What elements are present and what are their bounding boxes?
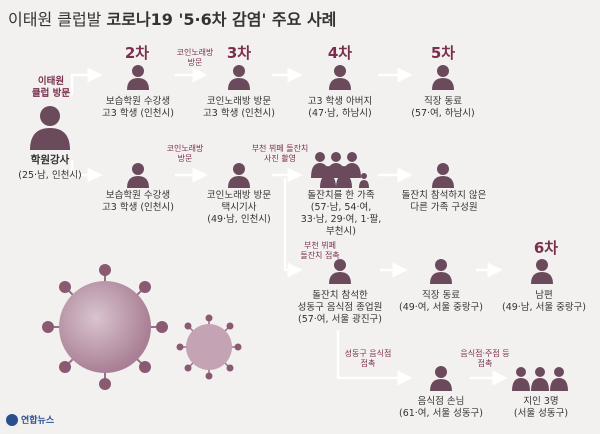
arrow-label-bar: 음식점·주점 등 접촉 [450,349,520,369]
arrow-label-line: 방문 [187,58,203,67]
stage-2-label: 2차 [124,44,150,62]
row1-person4-label: 직장 동료 (57·여, 하남시) [398,96,488,120]
origin-line: 이태원 [37,76,65,87]
label-line: 고3 학생 (인천시) [102,108,174,119]
arrow-label-line: 돌잔치 접촉 [300,251,340,260]
label-line: 남편 [535,290,553,301]
stage-5-label: 5차 [430,44,456,62]
label-line: (서울 성동구) [513,408,569,419]
person-icon [228,65,250,90]
arrow-label-line: 접촉 [477,359,493,368]
person-icon [228,163,250,188]
arrow-label-line: 코인노래방 [166,144,204,153]
arrow-label-line: 음식점·주점 등 [460,349,510,358]
person-icon [432,65,454,90]
label-line: 돌잔치를 한 가족 [307,190,375,201]
person-icon [432,163,454,188]
row2-person3-label: 돌잔치를 한 가족 (57·남, 54·여, 33·남, 29·여, 1·팔, … [296,190,386,238]
label-line: 택시기사 [221,202,257,213]
label-line: 보습학원 수강생 [105,96,171,107]
arrow-label-karaoke-2: 코인노래방 방문 [160,144,210,164]
label-line: (49·남, 서울 중랑구) [501,302,587,313]
person-icon [430,259,452,284]
label-line: 코인노래방 방문 [206,96,272,107]
logo-text: 연합뉴스 [21,416,55,426]
label-line: 고3 학생 아버지 [307,96,373,107]
arrow-label-karaoke-1: 코인노래방 방문 [170,48,220,68]
arrow-label-line: 부천 뷔페 [304,241,336,250]
arrow-label-line: 부천 뷔페 돌잔치 [251,144,309,153]
label-line: (47·남, 하남시) [308,108,372,119]
arrow-label-party-photo: 부천 뷔페 돌잔치 사진 촬영 [245,144,315,164]
label-line: 보습학원 수강생 [105,190,171,201]
label-line: 돌잔치 참석하지 않은 [401,190,487,201]
row2-person4-label: 돌잔치 참석하지 않은 다른 가족 구성원 [392,190,496,214]
yonhap-logo: 연합뉴스 [6,413,54,426]
row1-person2-label: 코인노래방 방문 고3 학생 (인천시) [194,96,284,120]
row4-person1-label: 음식점 손님 (61·여, 서울 성동구) [394,396,488,420]
row1-person3-label: 고3 학생 아버지 (47·남, 하남시) [295,96,385,120]
row3-person1-label: 돌잔치 참석한 성동구 음식점 종업원 (57·여, 서울 광진구) [290,290,390,326]
person-icon [127,163,149,188]
label-line: 부천시) [326,226,356,237]
source-name: 학원강사 [30,154,70,166]
row3-person3-label: 남편 (49·남, 서울 중랑구) [497,290,591,314]
arrow-label-party-contact: 부천 뷔페 돌잔치 접촉 [290,241,350,261]
label-line: 코인노래방 방문 [206,190,272,201]
arrow-label-line: 사진 촬영 [264,154,296,163]
label-line: (57·여, 하남시) [411,108,475,119]
origin-line: 클럽 방문 [31,88,71,99]
arrow-label-line: 성동구 음식점 [344,349,392,358]
virus-illustration-large [42,264,168,390]
label-line: 성동구 음식점 종업원 [297,302,383,313]
arrow-label-line: 코인노래방 [176,48,214,57]
row2-person2-label: 코인노래방 방문 택시기사 (49·남, 인천시) [194,190,284,226]
label-line: (61·여, 서울 성동구) [398,408,484,419]
label-line: (49·여, 서울 중랑구) [398,302,484,313]
family-group-icon [311,152,369,188]
label-line: 33·남, 29·여, 1·팔, [300,214,382,225]
stage-3-label: 3차 [226,44,252,62]
row4-person2-label: 지인 3명 (서울 성동구) [494,396,588,420]
arrow-label-restaurant: 성동구 음식점 접촉 [338,349,398,369]
logo-mark-icon [6,413,18,426]
person-icon [531,259,553,284]
arrow-label-line: 방문 [177,154,193,163]
label-line: 음식점 손님 [417,396,465,407]
person-icon [430,366,452,391]
label-line: 직장 동료 [424,96,462,107]
label-line: 고3 학생 (인천시) [102,202,174,213]
label-line: (57·여, 서울 광진구) [297,314,383,325]
label-line: 지인 3명 [523,396,559,407]
label-line: (57·남, 54·여, [310,202,372,213]
row3-person2-label: 직장 동료 (49·여, 서울 중랑구) [394,290,488,314]
arrow-label-line: 접촉 [360,359,376,368]
person-icon [329,259,351,284]
title-main: 코로나19 '5·6차 감염' 주요 사례 [106,10,337,29]
source-origin-label: 이태원 클럽 방문 [26,76,76,100]
person-icon [127,65,149,90]
label-line: 직장 동료 [422,290,460,301]
person-icon [329,65,351,90]
row2-person1-label: 보습학원 수강생 고3 학생 (인천시) [93,190,183,214]
source-info: (25·남, 인천시) [18,170,82,181]
stage-4-label: 4차 [327,44,353,62]
row1-person1-label: 보습학원 수강생 고3 학생 (인천시) [93,96,183,120]
label-line: 다른 가족 구성원 [410,202,478,213]
label-line: (49·남, 인천시) [207,214,271,225]
page-title: 이태원 클럽발 코로나19 '5·6차 감염' 주요 사례 [8,6,336,30]
label-line: 돌잔치 참석한 [312,290,368,301]
virus-illustration-small [176,314,242,380]
title-prefix: 이태원 클럽발 [8,10,107,29]
label-line: 고3 학생 (인천시) [203,108,275,119]
three-people-icon [512,367,568,391]
source-person-icon [30,106,70,150]
stage-6-label: 6차 [533,239,559,257]
